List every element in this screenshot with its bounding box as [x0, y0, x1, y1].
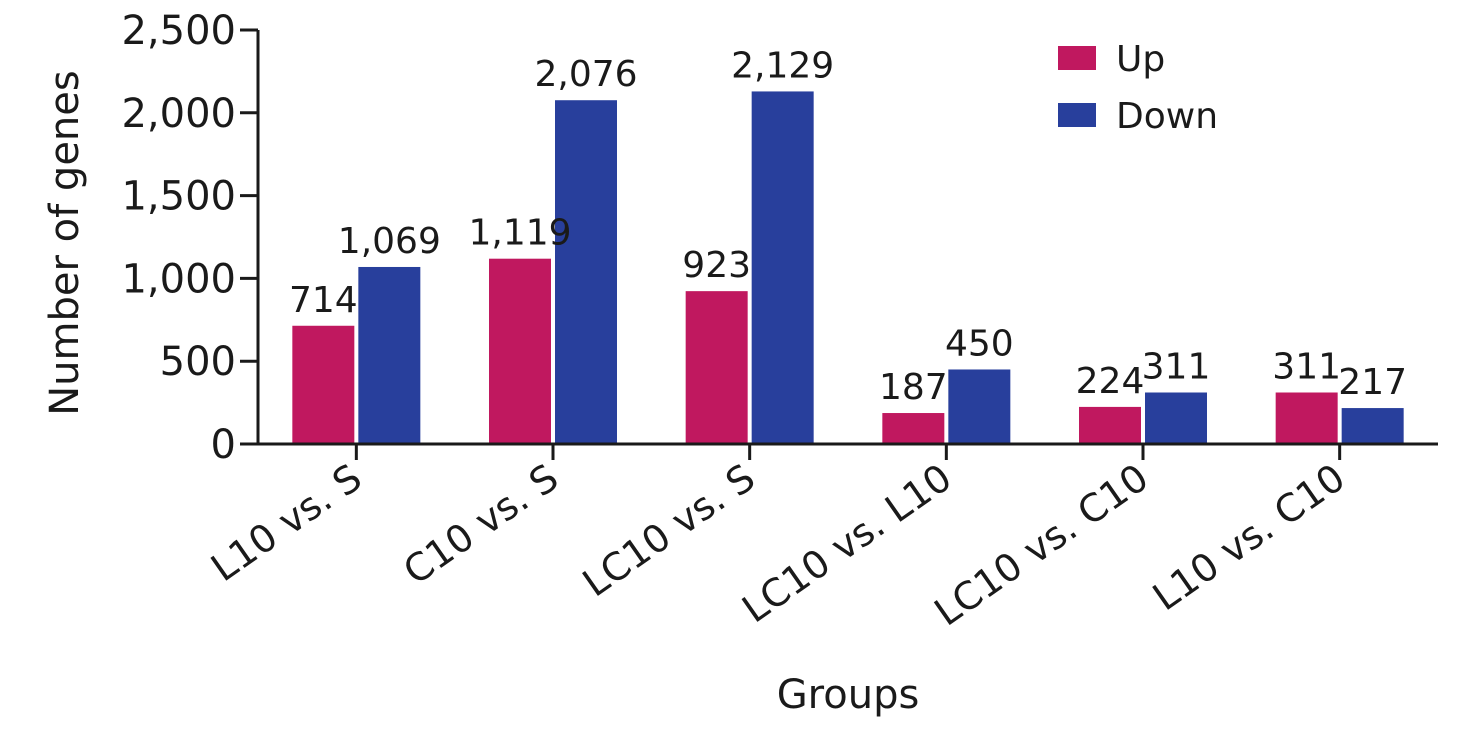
y-tick-label: 2,000	[121, 91, 236, 137]
bar-up-1	[292, 325, 355, 444]
data-label-down-1: 1,069	[338, 221, 441, 262]
data-label-up-1: 714	[289, 280, 358, 321]
bar-down-6	[1341, 408, 1404, 444]
legend-swatch-up	[1058, 46, 1096, 70]
bar-up-3	[685, 291, 748, 444]
axes-group	[256, 30, 1438, 446]
bar-down-1	[358, 266, 421, 444]
legend-label-down: Down	[1116, 96, 1218, 137]
x-category-label: L10 vs. C10	[1145, 455, 1353, 619]
legend-label-up: Up	[1116, 39, 1165, 80]
y-tick-label: 0	[211, 422, 236, 468]
bar-down-5	[1145, 392, 1207, 444]
bar-up-6	[1275, 392, 1338, 444]
data-label-down-6: 217	[1338, 362, 1407, 403]
y-tick-label: 2,500	[121, 8, 236, 54]
data-label-down-4: 450	[945, 323, 1014, 364]
y-tick-label: 500	[160, 339, 236, 385]
y-axis-title: Number of genes	[42, 70, 88, 415]
data-label-up-6: 311	[1272, 346, 1341, 387]
bar-up-5	[1079, 406, 1141, 444]
y-tick-label: 1,500	[121, 174, 236, 220]
data-label-up-5: 224	[1076, 361, 1145, 402]
x-category-label: LC10 vs. L10	[734, 455, 959, 631]
x-axis-title: Groups	[777, 672, 920, 718]
bar-down-4	[948, 369, 1011, 444]
data-label-down-2: 2,076	[534, 54, 637, 95]
bars-group	[292, 91, 1404, 445]
x-category-label: LC10 vs. S	[575, 455, 763, 605]
bar-down-3	[751, 91, 814, 445]
x-category-label: C10 vs. S	[395, 455, 566, 593]
data-label-up-2: 1,119	[468, 213, 571, 254]
legend-swatch-down	[1058, 103, 1096, 127]
data-label-up-4: 187	[879, 367, 948, 408]
data-label-down-3: 2,129	[731, 45, 834, 86]
x-category-label: L10 vs. S	[203, 455, 369, 590]
x-category-label: LC10 vs. C10	[927, 455, 1157, 634]
bar-down-2	[555, 100, 617, 444]
data-label-down-5: 311	[1142, 346, 1211, 387]
legend: Up Down	[1058, 39, 1218, 137]
y-tick-label: 1,000	[121, 256, 236, 302]
y-ticks-group: 0 500 1,000 1,500 2,000 2,500	[121, 8, 258, 468]
data-label-up-3: 923	[682, 245, 751, 286]
bar-up-2	[489, 258, 551, 444]
bar-up-4	[882, 413, 945, 444]
